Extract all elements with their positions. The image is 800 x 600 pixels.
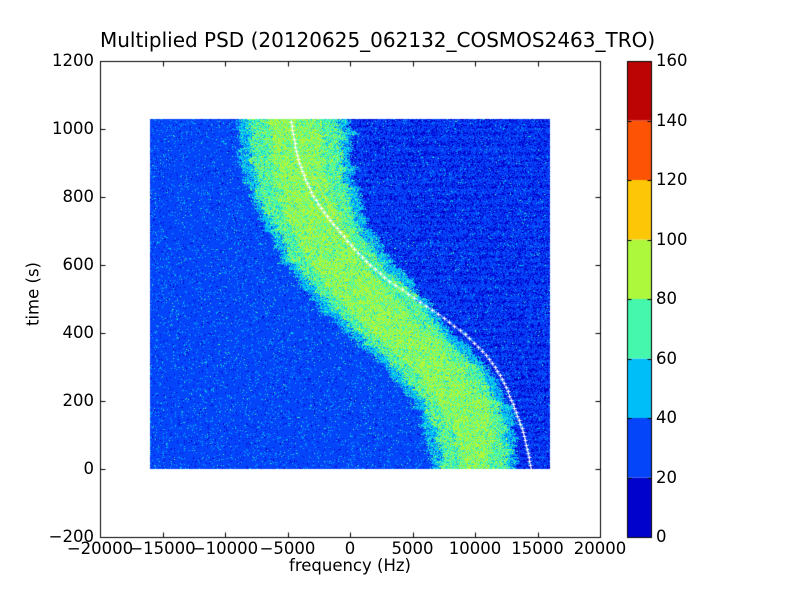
x-tick-label: 0 (344, 539, 356, 558)
x-tick-label: 20000 (573, 539, 627, 558)
y-tick-label: 800 (62, 187, 95, 206)
colorbar-tick-label: 20 (656, 467, 677, 487)
x-tick-label: 10000 (448, 539, 502, 558)
colorbar-tick-label: 60 (656, 348, 677, 368)
colorbar-tick-label: 40 (656, 408, 677, 427)
colorbar-tick-label: 140 (656, 110, 688, 130)
colorbar-tick-label: 120 (656, 170, 688, 189)
x-tick-label: 5000 (391, 539, 434, 558)
y-tick-label: 1000 (52, 119, 94, 138)
x-axis-label: frequency (Hz) (289, 556, 411, 575)
colorbar-tick-label: 80 (656, 289, 677, 308)
y-tick-label: 200 (62, 391, 95, 410)
chart-title: Multiplied PSD (20120625_062132_COSMOS24… (100, 28, 656, 52)
y-tick-label: 600 (62, 255, 95, 274)
x-tick-label: 15000 (511, 539, 564, 558)
colorbar-tick-label: 0 (656, 527, 667, 546)
y-tick-label: 0 (83, 459, 95, 478)
x-tick-label: −5000 (259, 539, 316, 558)
y-tick-label: 400 (62, 323, 95, 342)
colorbar-tick-label: 160 (656, 51, 688, 70)
y-axis-label: time (s) (23, 262, 43, 326)
x-tick-label: −10000 (191, 539, 259, 558)
x-tick-label: −20000 (66, 539, 134, 558)
colorbar-tick-label: 100 (656, 229, 688, 249)
x-tick-label: −15000 (129, 539, 196, 558)
y-tick-label: −200 (48, 527, 94, 546)
y-tick-label: 1200 (52, 51, 94, 70)
